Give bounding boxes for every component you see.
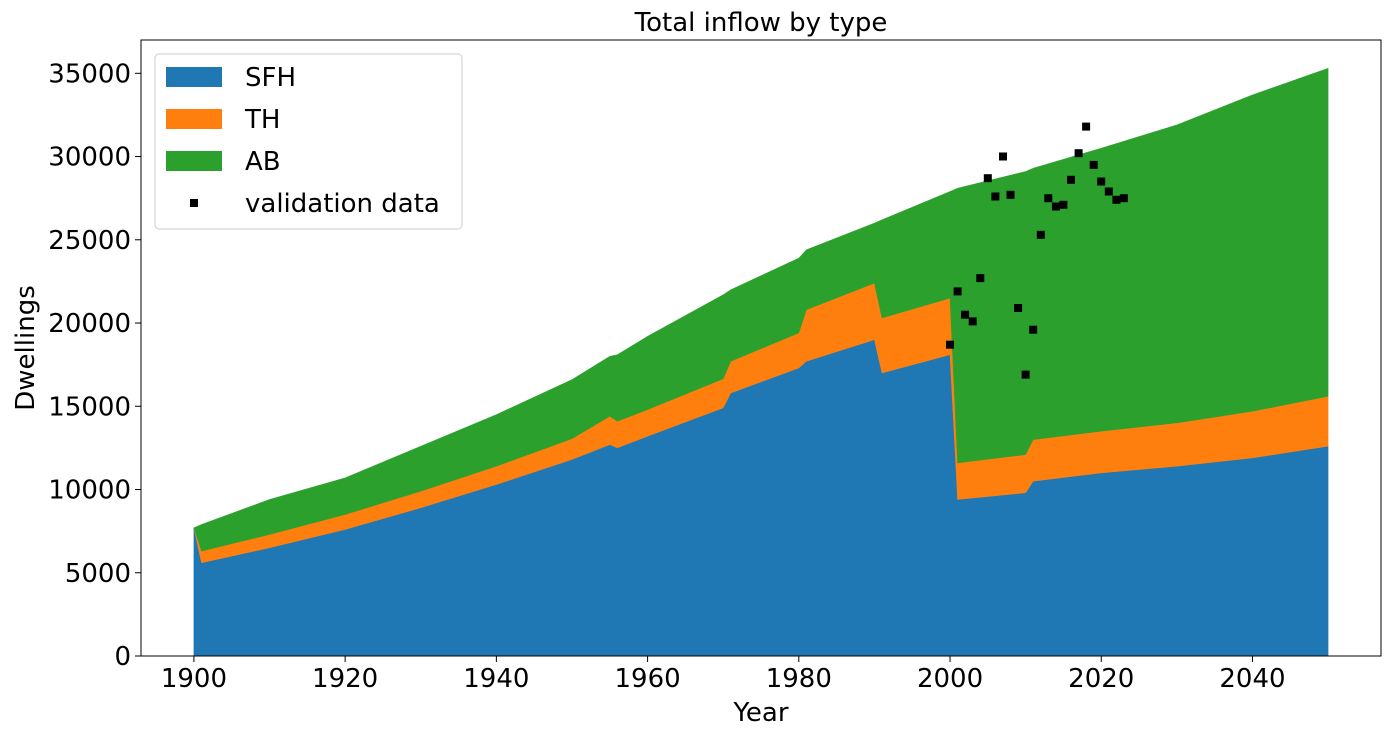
area-layer: [193, 67, 1329, 657]
y-axis-label: Dwellings: [11, 285, 41, 410]
x-tick-label: 1940: [463, 664, 529, 694]
y-tick-label: 10000: [48, 476, 131, 506]
x-tick-label: 1980: [766, 664, 832, 694]
area-ab: [193, 67, 1329, 552]
legend-swatch-sfh: [166, 67, 222, 87]
legend-label-validation: validation data: [245, 189, 440, 219]
validation-point: [961, 310, 970, 319]
validation-point: [953, 287, 962, 296]
validation-point: [983, 174, 992, 183]
legend-box: [154, 53, 463, 230]
validation-point: [1112, 195, 1121, 204]
validation-point: [1006, 190, 1015, 199]
y-tick-label: 5000: [65, 559, 131, 589]
x-tick-label: 2040: [1219, 664, 1285, 694]
x-axis-label: Year: [732, 698, 788, 728]
x-axis: 1900 1920 1940 1960 1980 2000 2020 2040: [161, 656, 1286, 694]
validation-point: [1021, 370, 1030, 379]
validation-point: [946, 340, 954, 349]
validation-point: [976, 274, 985, 283]
legend: SFH TH AB validation data: [154, 53, 463, 230]
legend-marker-validation: [190, 199, 198, 207]
plot-frame: [140, 39, 1382, 657]
y-tick-label: 25000: [48, 226, 131, 256]
legend-swatch-th: [166, 109, 222, 129]
validation-point: [1036, 230, 1045, 239]
x-tick-label: 2000: [917, 664, 983, 694]
validation-point: [1119, 194, 1128, 203]
x-tick-label: 1960: [614, 664, 680, 694]
validation-point: [1074, 149, 1083, 158]
legend-label-ab: AB: [245, 147, 281, 177]
y-axis: 0 5000 10000 15000 20000 25000 30000 35000: [48, 59, 141, 672]
legend-label-th: TH: [244, 105, 280, 135]
validation-point: [1067, 175, 1075, 184]
x-tick-label: 1920: [312, 664, 378, 694]
validation-point: [999, 152, 1007, 161]
scatter-layer: [946, 122, 1128, 379]
validation-point: [1029, 325, 1038, 334]
legend-label-sfh: SFH: [245, 63, 296, 93]
y-tick-label: 15000: [48, 392, 131, 422]
validation-point: [1044, 194, 1053, 203]
x-tick-label: 2020: [1068, 664, 1134, 694]
validation-point: [1104, 187, 1113, 196]
y-tick-label: 0: [114, 642, 131, 672]
validation-point: [991, 192, 1000, 201]
chart-title: Total inflow by type: [634, 8, 888, 38]
y-tick-label: 30000: [48, 143, 131, 173]
validation-point: [1059, 200, 1068, 209]
y-tick-label: 20000: [48, 309, 131, 339]
legend-swatch-ab: [166, 151, 222, 171]
validation-point: [1014, 304, 1023, 312]
validation-point: [1089, 160, 1098, 169]
x-tick-label: 1900: [161, 664, 227, 694]
validation-point: [968, 317, 977, 326]
validation-point: [1097, 177, 1106, 186]
validation-point: [1051, 202, 1060, 211]
y-tick-label: 35000: [48, 59, 131, 89]
validation-point: [1082, 122, 1091, 131]
